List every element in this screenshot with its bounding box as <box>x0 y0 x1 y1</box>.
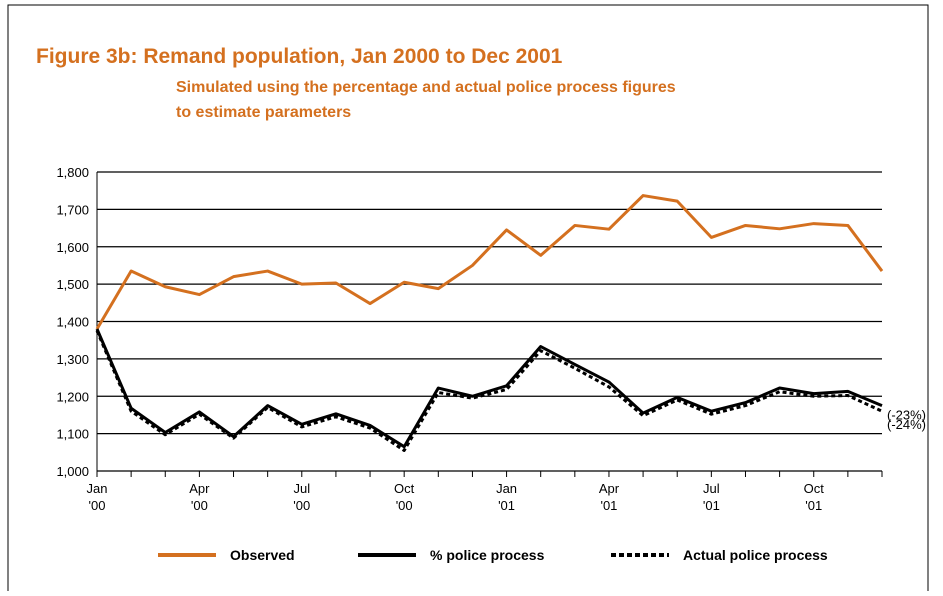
chart-subtitle: Simulated using the percentage and actua… <box>176 79 676 96</box>
legend-label: % police process <box>430 547 545 563</box>
legend-label: Observed <box>230 547 295 563</box>
chart-title: Figure 3b: Remand population, Jan 2000 t… <box>36 45 563 68</box>
y-tick-label: 1,700 <box>56 202 89 217</box>
y-tick-label: 1,800 <box>56 165 89 180</box>
x-tick-label: Oct '00 <box>394 481 415 513</box>
annotation: (-23%) <box>887 408 926 423</box>
annotation: (-24%) <box>887 417 926 432</box>
x-tick-label: Jul '01 <box>703 481 720 513</box>
y-tick-label: 1,300 <box>56 352 89 367</box>
series-line <box>95 328 883 449</box>
y-tick-label: 1,400 <box>56 315 89 330</box>
y-tick-label: 1,600 <box>56 240 89 255</box>
series-line <box>95 330 883 452</box>
x-tick-label: Jan '00 <box>87 481 108 513</box>
series-line <box>95 194 884 330</box>
y-tick-label: 1,200 <box>56 389 89 404</box>
frame <box>7 4 929 596</box>
legend-label: Actual police process <box>683 547 828 563</box>
y-tick-label: 1,500 <box>56 277 89 292</box>
y-tick-label: 1,100 <box>56 427 89 442</box>
y-tick-label: 1,000 <box>56 464 89 479</box>
x-tick-label: Jan '01 <box>496 481 517 513</box>
chart-subtitle: to estimate parameters <box>176 104 351 121</box>
x-tick-label: Apr '00 <box>189 481 210 513</box>
x-tick-label: Jul '00 <box>293 481 310 513</box>
x-tick-label: Oct '01 <box>804 481 825 513</box>
x-tick-label: Apr '01 <box>599 481 620 513</box>
